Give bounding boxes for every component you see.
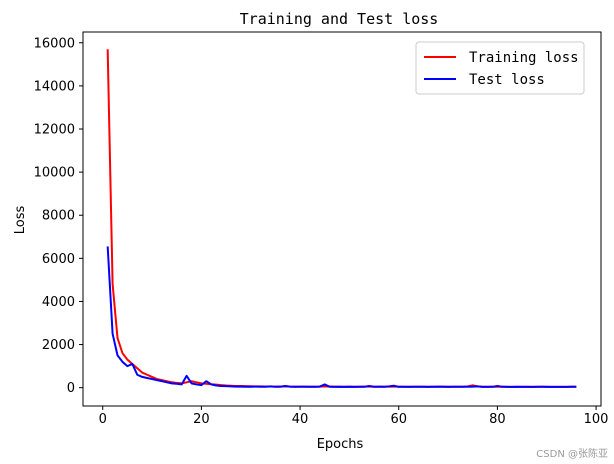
plot-frame [82,31,602,407]
y-tick-label: 14000 [34,79,75,94]
x-axis-label: Epochs [317,437,364,452]
legend: Training loss Test loss [415,41,585,95]
x-tick-label: 100 [584,412,609,427]
y-tick-label: 8000 [42,209,75,224]
y-tick-label: 10000 [34,166,75,181]
legend-label-training: Training loss [469,50,579,66]
y-tick-label: 12000 [34,123,75,138]
x-tick-label: 60 [390,412,407,427]
x-tick-label: 20 [193,412,210,427]
x-tick-label: 80 [489,412,506,427]
y-axis-label: Loss [13,206,28,235]
chart-title: Training and Test loss [240,10,439,28]
y-tick-label: 0 [67,381,75,396]
y-tick-label: 2000 [42,338,75,353]
series-line-test-loss [106,246,577,388]
y-tick-label: 4000 [42,295,75,310]
y-tick-label: 6000 [42,252,75,267]
legend-box [415,41,585,95]
watermark: CSDN @张陈亚 [536,447,608,460]
y-tick-label: 16000 [34,36,75,51]
x-tick-label: 0 [99,412,107,427]
x-tick-label: 40 [292,412,309,427]
series-layer [106,49,577,388]
axes-layer: 0 20 40 60 80 100 0 2000 4000 6000 8000 10000 12000 1… [34,36,609,427]
legend-label-test: Test loss [469,72,545,88]
